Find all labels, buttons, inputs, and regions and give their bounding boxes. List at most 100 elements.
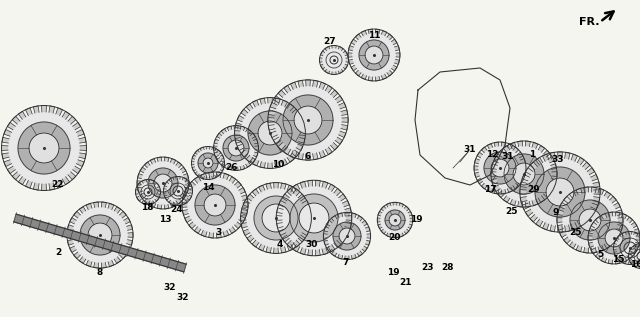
Polygon shape: [557, 225, 563, 230]
Polygon shape: [584, 187, 589, 192]
Polygon shape: [124, 246, 131, 252]
Polygon shape: [491, 159, 509, 177]
Polygon shape: [86, 260, 92, 267]
Polygon shape: [298, 194, 305, 201]
Polygon shape: [120, 211, 126, 218]
Polygon shape: [305, 223, 311, 228]
Polygon shape: [76, 160, 84, 166]
Polygon shape: [387, 70, 392, 76]
Polygon shape: [242, 210, 248, 215]
Polygon shape: [628, 231, 632, 234]
Polygon shape: [240, 165, 245, 170]
Polygon shape: [214, 146, 217, 150]
Circle shape: [526, 158, 594, 226]
Polygon shape: [552, 171, 557, 176]
Polygon shape: [576, 188, 582, 195]
Text: 32: 32: [164, 283, 176, 292]
Polygon shape: [604, 191, 611, 198]
Polygon shape: [239, 188, 245, 194]
Polygon shape: [614, 246, 616, 250]
Polygon shape: [241, 109, 248, 116]
Polygon shape: [334, 188, 341, 196]
Polygon shape: [605, 229, 623, 247]
Polygon shape: [609, 196, 616, 203]
Polygon shape: [622, 232, 626, 236]
Polygon shape: [140, 193, 145, 199]
Polygon shape: [221, 162, 227, 167]
Polygon shape: [80, 215, 120, 255]
Polygon shape: [79, 137, 86, 143]
Polygon shape: [316, 249, 320, 256]
Polygon shape: [182, 210, 188, 215]
Polygon shape: [235, 138, 241, 143]
Polygon shape: [538, 196, 545, 203]
Polygon shape: [338, 213, 342, 218]
Polygon shape: [195, 185, 235, 225]
Polygon shape: [634, 232, 638, 236]
Polygon shape: [536, 157, 543, 165]
Polygon shape: [274, 248, 278, 253]
Polygon shape: [342, 201, 349, 207]
Polygon shape: [322, 248, 328, 255]
Polygon shape: [357, 216, 363, 221]
Polygon shape: [170, 158, 176, 164]
Polygon shape: [393, 235, 397, 238]
Polygon shape: [408, 224, 412, 229]
Polygon shape: [326, 246, 332, 252]
Polygon shape: [247, 194, 254, 201]
Polygon shape: [234, 126, 238, 129]
Polygon shape: [195, 150, 199, 154]
Polygon shape: [535, 167, 585, 217]
Polygon shape: [532, 142, 538, 149]
Polygon shape: [615, 212, 620, 217]
Polygon shape: [355, 34, 361, 40]
Polygon shape: [281, 159, 287, 166]
Polygon shape: [349, 59, 353, 64]
Polygon shape: [252, 189, 259, 196]
Polygon shape: [345, 212, 349, 216]
Polygon shape: [278, 143, 285, 150]
Polygon shape: [550, 152, 556, 159]
Polygon shape: [570, 191, 576, 198]
Circle shape: [478, 146, 522, 190]
Polygon shape: [616, 210, 623, 215]
Polygon shape: [26, 108, 32, 116]
Polygon shape: [351, 213, 356, 218]
Polygon shape: [268, 125, 275, 130]
Polygon shape: [594, 190, 600, 194]
Polygon shape: [276, 208, 283, 213]
Polygon shape: [287, 185, 294, 192]
Polygon shape: [292, 109, 299, 116]
Polygon shape: [365, 227, 370, 232]
Polygon shape: [639, 257, 640, 261]
Polygon shape: [275, 98, 280, 104]
Circle shape: [217, 129, 255, 167]
Polygon shape: [18, 122, 70, 174]
Polygon shape: [326, 220, 332, 226]
Polygon shape: [587, 209, 595, 216]
Text: 11: 11: [368, 31, 380, 40]
Polygon shape: [101, 202, 106, 208]
Polygon shape: [228, 140, 244, 156]
Polygon shape: [375, 29, 380, 34]
Polygon shape: [548, 157, 554, 163]
Polygon shape: [498, 150, 504, 157]
Polygon shape: [628, 262, 632, 264]
Polygon shape: [298, 80, 303, 87]
Polygon shape: [328, 245, 335, 252]
Polygon shape: [76, 129, 84, 136]
Polygon shape: [294, 106, 322, 134]
Polygon shape: [355, 70, 361, 76]
Polygon shape: [591, 248, 596, 254]
Polygon shape: [223, 230, 229, 237]
Polygon shape: [246, 155, 253, 162]
Polygon shape: [520, 190, 526, 194]
Polygon shape: [331, 90, 338, 97]
Polygon shape: [293, 184, 300, 191]
Polygon shape: [346, 216, 352, 220]
Polygon shape: [381, 229, 386, 234]
Polygon shape: [302, 201, 309, 207]
Polygon shape: [145, 198, 150, 204]
Polygon shape: [616, 225, 623, 230]
Polygon shape: [300, 131, 305, 135]
